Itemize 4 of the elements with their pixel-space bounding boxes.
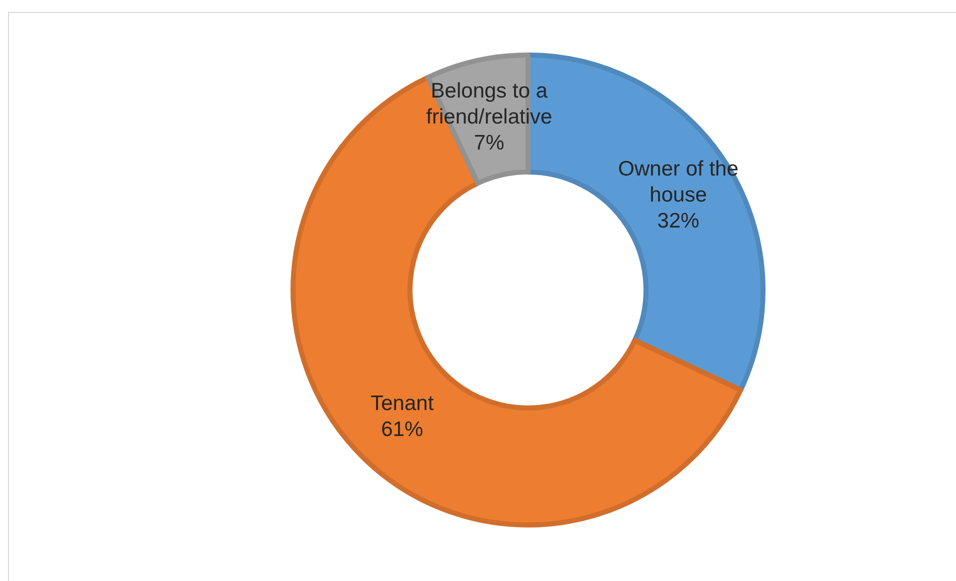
data-label: 7%: [474, 131, 504, 154]
data-label: 32%: [657, 210, 700, 233]
slice-label: Tenant: [370, 392, 434, 415]
data-label: 61%: [381, 418, 424, 441]
